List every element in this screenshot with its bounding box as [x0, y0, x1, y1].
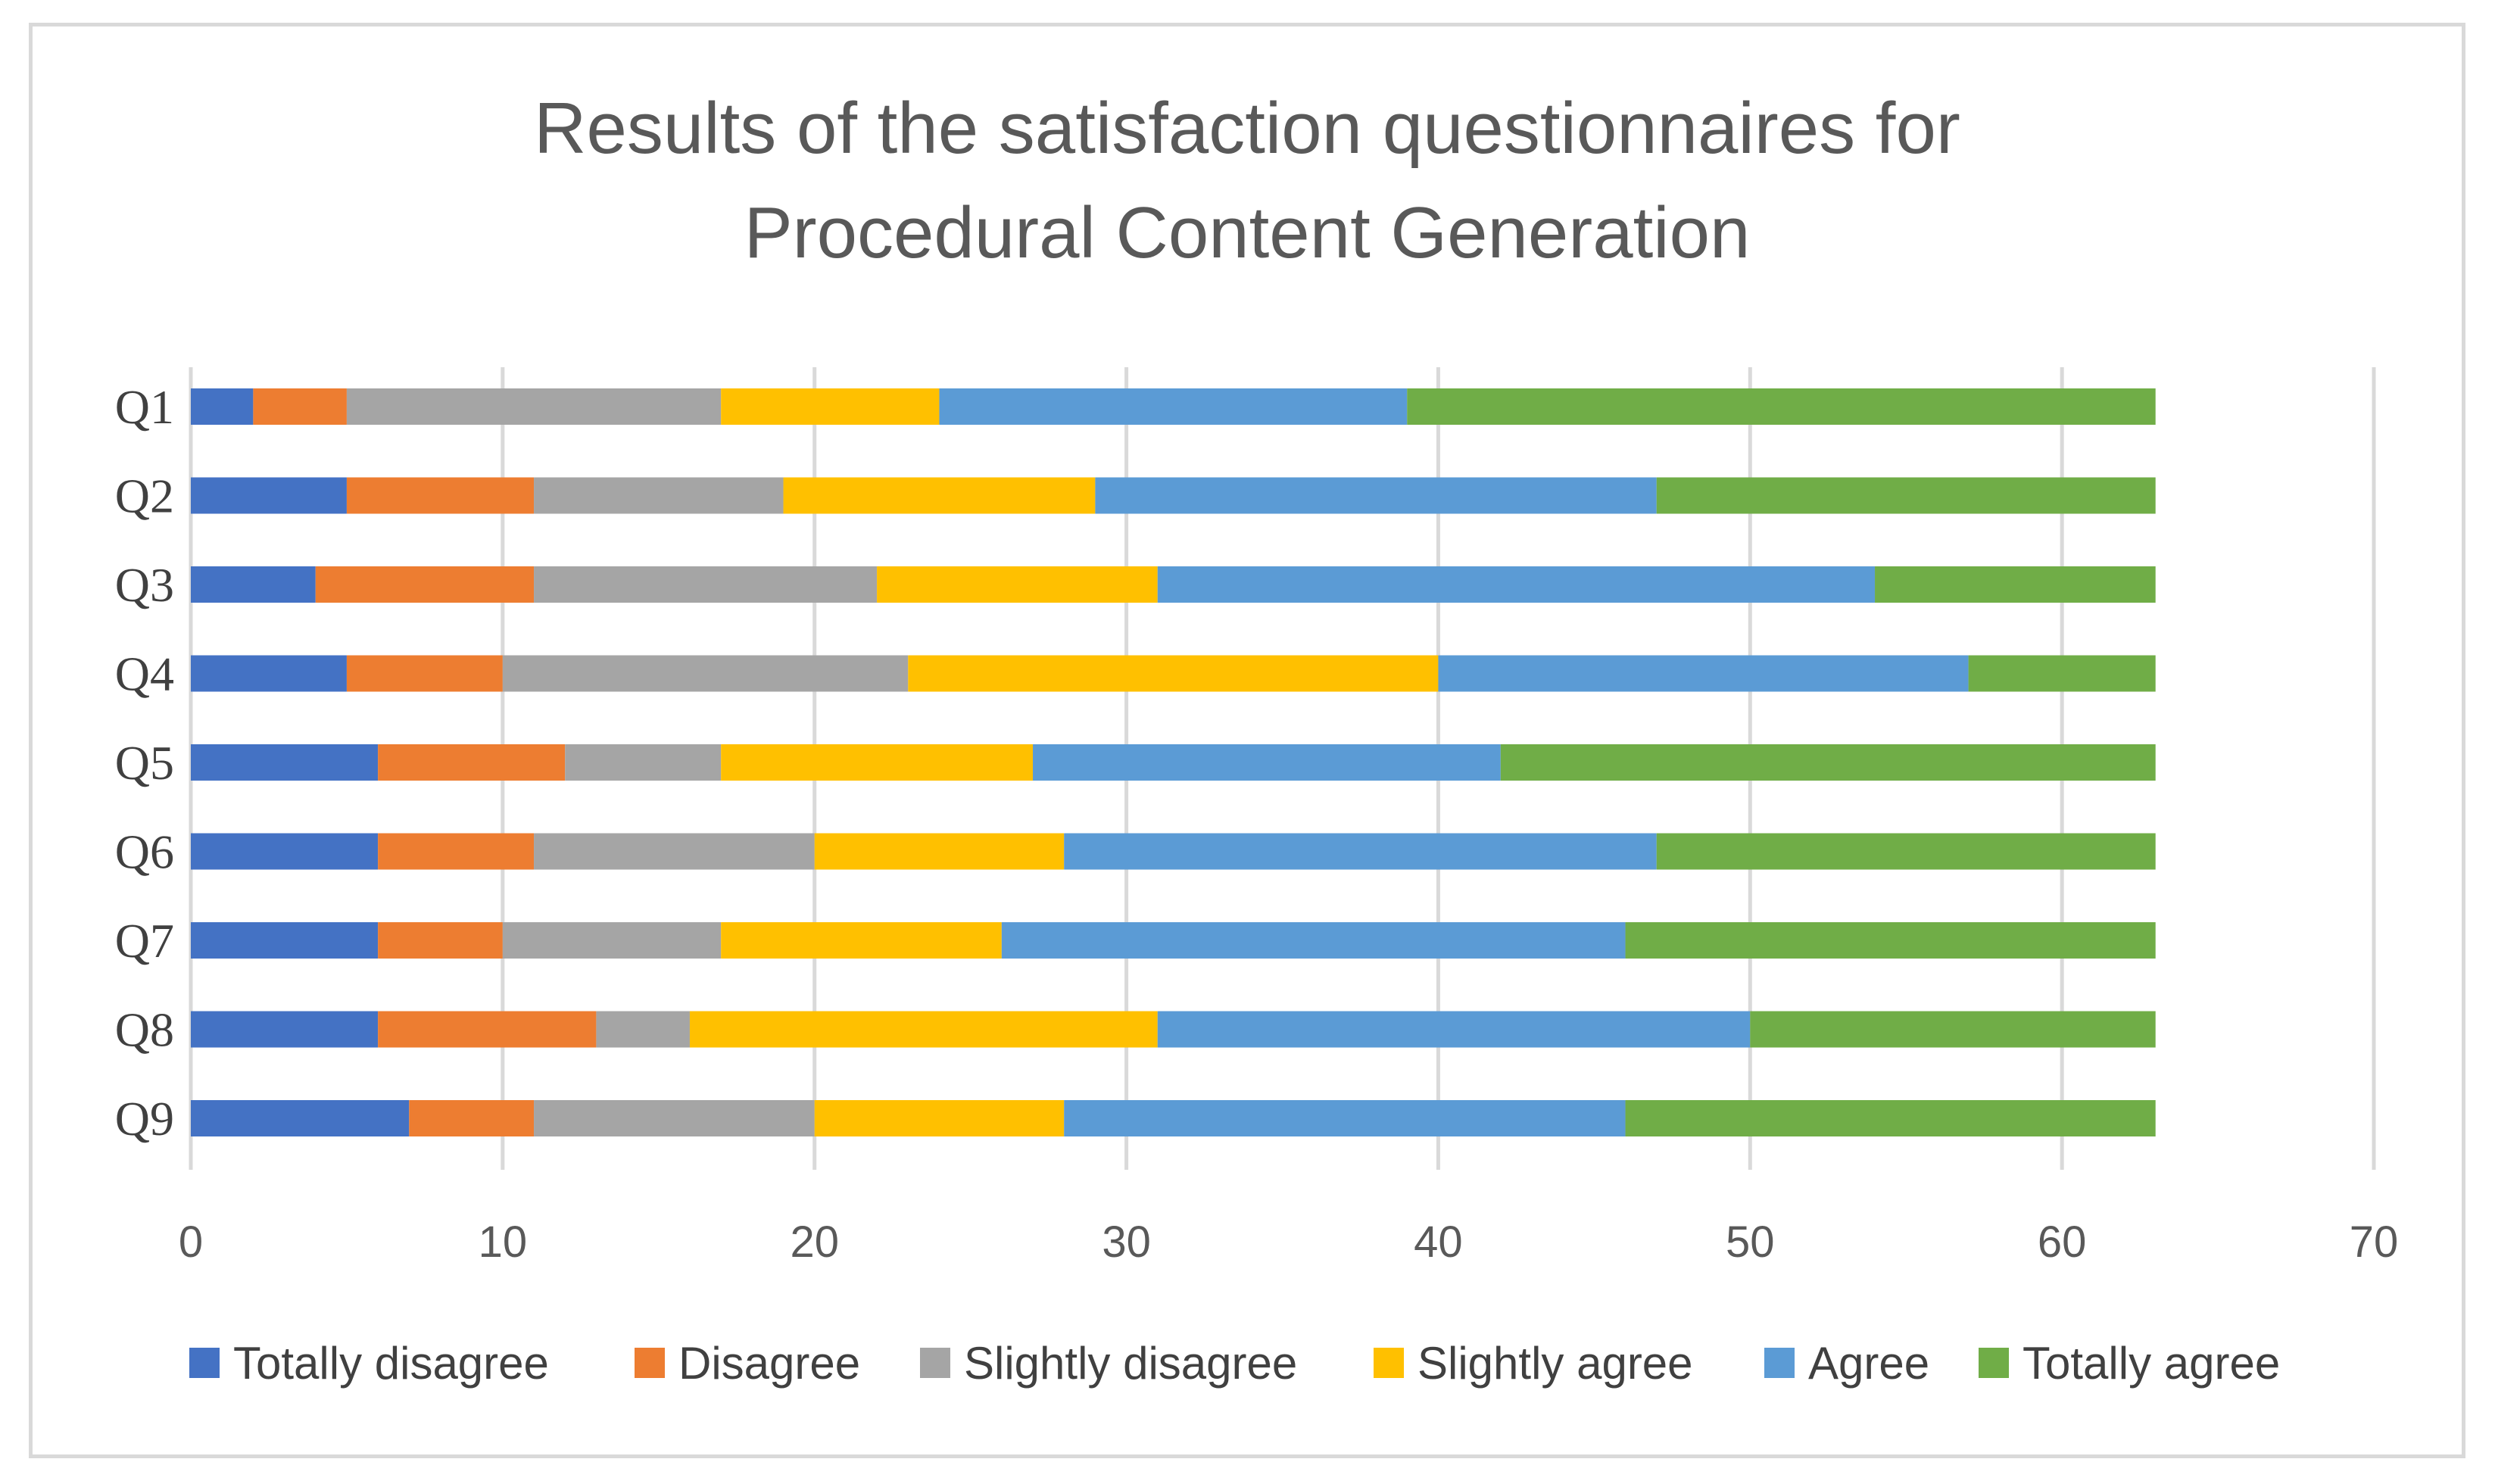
bar-q4-disagree — [346, 655, 503, 692]
bar-q3-disagree — [315, 566, 535, 603]
bar-q4-slightly-disagree — [502, 655, 909, 692]
category-axis: Q1 Q2 Q3 Q4 Q5 Q6 Q7 Q8 Q9 — [115, 380, 174, 1146]
bar-q9-disagree — [409, 1100, 535, 1136]
legend-swatch-disagree — [635, 1348, 665, 1378]
bar-q4-totally-agree — [1968, 655, 2156, 692]
bar-q3-slightly-agree — [877, 566, 1158, 603]
bar-q2-totally-agree — [1656, 477, 2156, 514]
legend-label-agree: Agree — [1808, 1338, 1929, 1389]
legend-swatch-totally-disagree — [189, 1348, 220, 1378]
bar-q3-slightly-disagree — [534, 566, 878, 603]
legend: Totally disagree Disagree Slightly disagre… — [189, 1338, 2280, 1389]
bar-q6-disagree — [378, 833, 535, 870]
bar-q7-totally-agree — [1625, 922, 2156, 959]
bar-q4-totally-disagree — [191, 655, 347, 692]
bar-q3-agree — [1157, 566, 1876, 603]
bar-q8-disagree — [378, 1011, 597, 1048]
bar-q2-agree — [1095, 477, 1657, 514]
category-label-q2: Q2 — [115, 469, 174, 523]
bar-q1-agree — [939, 388, 1408, 425]
category-label-q4: Q4 — [115, 647, 174, 701]
bar-q9-totally-disagree — [191, 1100, 410, 1136]
chart-frame — [29, 23, 2465, 1458]
bar-q5-disagree — [378, 744, 566, 781]
bar-q1-totally-disagree — [191, 388, 254, 425]
legend-label-slightly-disagree: Slightly disagree — [964, 1338, 1297, 1389]
bar-q8-slightly-agree — [689, 1011, 1158, 1048]
legend-label-slightly-agree: Slightly agree — [1417, 1338, 1693, 1389]
bar-q6-totally-agree — [1656, 833, 2156, 870]
bar-q8-totally-agree — [1750, 1011, 2156, 1048]
bar-q7-slightly-disagree — [502, 922, 722, 959]
bar-q5-totally-agree — [1500, 744, 2156, 781]
x-tick-label-60: 60 — [2038, 1217, 2087, 1267]
bar-q8-slightly-disagree — [596, 1011, 690, 1048]
category-label-q3: Q3 — [115, 558, 174, 612]
x-tick-label-30: 30 — [1102, 1217, 1151, 1267]
bar-q9-slightly-agree — [814, 1100, 1065, 1136]
bar-q5-slightly-agree — [721, 744, 1034, 781]
category-label-q9: Q9 — [115, 1092, 174, 1146]
legend-swatch-totally-agree — [1979, 1348, 2009, 1378]
legend-label-totally-disagree: Totally disagree — [233, 1338, 549, 1389]
value-axis: 0 10 20 30 40 50 60 70 — [179, 1217, 2398, 1267]
bar-q6-agree — [1064, 833, 1657, 870]
bar-q8-totally-disagree — [191, 1011, 379, 1048]
x-tick-label-0: 0 — [179, 1217, 203, 1267]
bar-q9-slightly-disagree — [534, 1100, 815, 1136]
bar-q2-slightly-disagree — [534, 477, 784, 514]
bar-q7-slightly-agree — [721, 922, 1002, 959]
x-tick-label-20: 20 — [790, 1217, 839, 1267]
chart-title: Results of the satisfaction questionnair… — [534, 88, 1960, 273]
legend-swatch-agree — [1764, 1348, 1795, 1378]
bar-q9-totally-agree — [1625, 1100, 2156, 1136]
category-label-q6: Q6 — [115, 825, 174, 879]
bar-q2-totally-disagree — [191, 477, 347, 514]
bar-q9-agree — [1064, 1100, 1626, 1136]
category-label-q7: Q7 — [115, 914, 174, 968]
legend-swatch-slightly-agree — [1374, 1348, 1404, 1378]
bar-q1-slightly-disagree — [346, 388, 722, 425]
bar-q7-agree — [1001, 922, 1626, 959]
bar-q5-agree — [1033, 744, 1501, 781]
bar-q4-agree — [1438, 655, 1969, 692]
x-tick-label-40: 40 — [1414, 1217, 1463, 1267]
bar-q8-agree — [1157, 1011, 1751, 1048]
chart-title-line-2: Procedural Content Generation — [744, 192, 1751, 273]
x-tick-label-50: 50 — [1726, 1217, 1775, 1267]
legend-label-totally-agree: Totally agree — [2023, 1338, 2280, 1389]
category-label-q1: Q1 — [115, 380, 174, 434]
bar-q1-totally-agree — [1407, 388, 2156, 425]
legend-swatch-slightly-disagree — [920, 1348, 950, 1378]
bar-q3-totally-disagree — [191, 566, 316, 603]
legend-label-disagree: Disagree — [678, 1338, 860, 1389]
bar-q1-disagree — [253, 388, 347, 425]
bar-q5-slightly-disagree — [565, 744, 722, 781]
bars — [191, 388, 2156, 1136]
bar-q5-totally-disagree — [191, 744, 379, 781]
bar-q2-slightly-agree — [783, 477, 1096, 514]
bar-q6-slightly-agree — [814, 833, 1065, 870]
bar-q1-slightly-agree — [721, 388, 940, 425]
bar-q7-totally-disagree — [191, 922, 379, 959]
category-label-q5: Q5 — [115, 736, 174, 790]
bar-q4-slightly-agree — [908, 655, 1439, 692]
bar-q3-totally-agree — [1875, 566, 2156, 603]
bar-q2-disagree — [346, 477, 535, 514]
category-label-q8: Q8 — [115, 1003, 174, 1057]
chart-title-line-1: Results of the satisfaction questionnair… — [534, 88, 1960, 169]
bar-q7-disagree — [378, 922, 503, 959]
bar-q6-totally-disagree — [191, 833, 379, 870]
x-tick-label-10: 10 — [479, 1217, 528, 1267]
bar-q6-slightly-disagree — [534, 833, 815, 870]
x-tick-label-70: 70 — [2350, 1217, 2399, 1267]
